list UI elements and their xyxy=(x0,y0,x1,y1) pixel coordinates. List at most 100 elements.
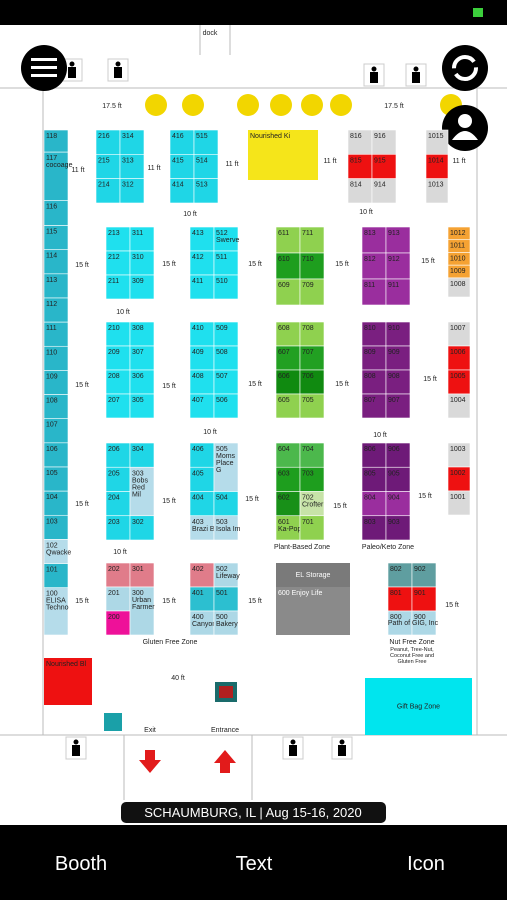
booth[interactable] xyxy=(447,277,471,298)
room[interactable] xyxy=(365,678,472,735)
booth[interactable] xyxy=(129,586,155,636)
booth[interactable] xyxy=(105,466,131,492)
booth[interactable] xyxy=(43,297,69,323)
booth[interactable] xyxy=(213,442,239,492)
booth[interactable] xyxy=(275,369,301,395)
booth[interactable] xyxy=(193,154,219,179)
booth[interactable] xyxy=(105,515,131,541)
refresh-button[interactable] xyxy=(442,45,488,91)
room[interactable] xyxy=(276,587,350,635)
booth[interactable] xyxy=(119,154,145,179)
booth[interactable] xyxy=(299,226,325,254)
room[interactable] xyxy=(44,658,92,705)
booth[interactable] xyxy=(275,515,301,541)
room[interactable] xyxy=(276,563,350,587)
booth[interactable] xyxy=(385,345,411,371)
booth[interactable] xyxy=(213,515,239,541)
booth[interactable] xyxy=(189,442,215,468)
booth[interactable] xyxy=(347,129,373,155)
booth[interactable] xyxy=(43,563,69,589)
booth[interactable] xyxy=(43,249,69,275)
booth[interactable] xyxy=(213,250,239,276)
booth[interactable] xyxy=(43,273,69,299)
booth[interactable] xyxy=(189,491,215,517)
booth[interactable] xyxy=(275,252,301,280)
booth[interactable] xyxy=(129,466,155,517)
booth[interactable] xyxy=(105,345,131,371)
booth[interactable] xyxy=(213,610,239,636)
booth[interactable] xyxy=(213,491,239,517)
booth[interactable] xyxy=(105,442,131,468)
booth[interactable] xyxy=(447,393,471,419)
booth[interactable] xyxy=(385,491,411,517)
booth[interactable] xyxy=(361,491,387,517)
booth[interactable] xyxy=(213,562,239,588)
booth[interactable] xyxy=(169,178,195,204)
booth[interactable] xyxy=(105,393,131,419)
booth[interactable] xyxy=(43,151,69,201)
booth[interactable] xyxy=(299,345,325,371)
profile-button[interactable] xyxy=(442,105,488,151)
booth[interactable] xyxy=(43,442,69,468)
booth[interactable] xyxy=(189,393,215,419)
booth[interactable] xyxy=(105,586,131,612)
booth[interactable] xyxy=(189,369,215,395)
booth[interactable] xyxy=(299,442,325,468)
booth[interactable] xyxy=(43,321,69,347)
booth[interactable] xyxy=(385,278,411,306)
booth[interactable] xyxy=(371,129,397,155)
booth[interactable] xyxy=(43,200,69,226)
tab-text[interactable]: Text xyxy=(236,853,273,875)
booth[interactable] xyxy=(361,442,387,468)
booth[interactable] xyxy=(385,369,411,395)
booth[interactable] xyxy=(299,278,325,306)
booth[interactable] xyxy=(105,321,131,347)
booth[interactable] xyxy=(213,226,239,252)
booth[interactable] xyxy=(43,370,69,395)
booth[interactable] xyxy=(129,515,155,541)
booth[interactable] xyxy=(43,587,69,636)
booth[interactable] xyxy=(213,345,239,371)
room[interactable] xyxy=(248,130,318,180)
booth[interactable] xyxy=(213,586,239,612)
booth[interactable] xyxy=(299,515,325,541)
booth[interactable] xyxy=(361,278,387,306)
booth[interactable] xyxy=(275,393,301,419)
booth[interactable] xyxy=(425,178,449,204)
booth[interactable] xyxy=(411,562,437,588)
booth[interactable] xyxy=(299,393,325,419)
booth[interactable] xyxy=(347,178,373,204)
booth[interactable] xyxy=(299,491,325,517)
booth[interactable] xyxy=(385,321,411,347)
booth[interactable] xyxy=(43,490,69,516)
booth[interactable] xyxy=(43,466,69,492)
booth[interactable] xyxy=(371,178,397,204)
booth[interactable] xyxy=(193,129,219,155)
booth[interactable] xyxy=(189,586,215,612)
booth[interactable] xyxy=(95,178,121,204)
booth[interactable] xyxy=(275,491,301,517)
booth[interactable] xyxy=(129,274,155,300)
menu-button[interactable] xyxy=(21,45,67,91)
booth[interactable] xyxy=(129,369,155,395)
booth[interactable] xyxy=(43,345,69,371)
booth[interactable] xyxy=(361,466,387,492)
booth[interactable] xyxy=(411,610,437,636)
booth[interactable] xyxy=(189,250,215,276)
booth[interactable] xyxy=(193,178,219,204)
booth[interactable] xyxy=(129,393,155,419)
booth[interactable] xyxy=(385,515,411,541)
booth[interactable] xyxy=(371,154,397,179)
booth[interactable] xyxy=(385,393,411,419)
booth[interactable] xyxy=(385,466,411,492)
booth[interactable] xyxy=(129,250,155,276)
booth[interactable] xyxy=(299,252,325,280)
booth[interactable] xyxy=(385,226,411,254)
booth[interactable] xyxy=(105,274,131,300)
booth[interactable] xyxy=(213,274,239,300)
booth[interactable] xyxy=(361,252,387,280)
tab-icon[interactable]: Icon xyxy=(407,853,445,875)
booth[interactable] xyxy=(387,610,413,636)
booth[interactable] xyxy=(105,610,131,636)
booth[interactable] xyxy=(213,393,239,419)
